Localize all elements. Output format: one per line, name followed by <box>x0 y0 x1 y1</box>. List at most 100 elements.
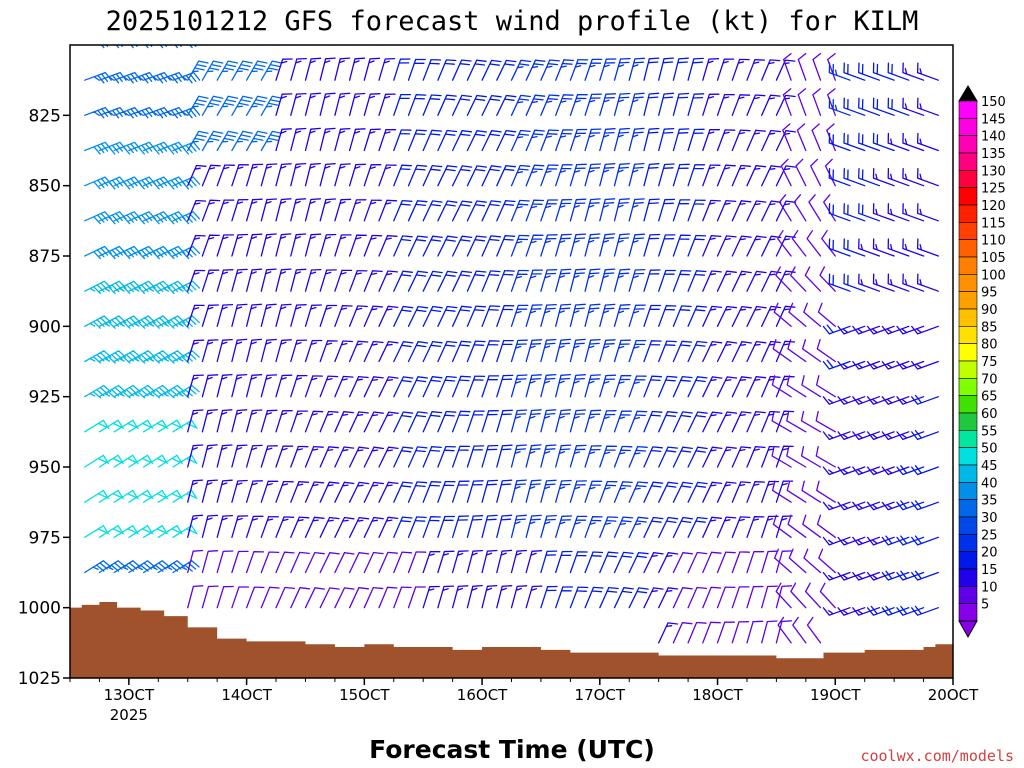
wind-barb <box>275 268 292 292</box>
wind-barb <box>172 71 201 84</box>
wind-barb <box>672 128 690 152</box>
wind-barb <box>702 93 720 116</box>
wind-barb <box>540 94 560 116</box>
wind-barb <box>187 585 204 609</box>
wind-barb <box>788 302 807 327</box>
wind-barb <box>451 130 473 152</box>
wind-barb <box>613 127 631 152</box>
wind-barb <box>437 165 458 187</box>
wind-barb <box>260 374 278 398</box>
wind-barb <box>348 199 367 222</box>
wind-barb <box>731 164 752 187</box>
wind-barb <box>231 95 253 116</box>
wind-barb <box>540 409 557 433</box>
wind-barb <box>702 446 723 468</box>
wind-barb <box>687 93 705 116</box>
wind-barb <box>245 268 263 292</box>
wind-barb <box>540 129 560 152</box>
wind-barb <box>231 479 248 503</box>
wind-barb <box>481 584 498 609</box>
wind-barb <box>584 163 602 187</box>
wind-barb <box>187 514 204 538</box>
wind-barb <box>378 270 398 292</box>
wind-barb <box>540 373 557 398</box>
colorbar-label: 110 <box>981 234 1006 249</box>
wind-barb <box>466 235 487 257</box>
wind-barb <box>731 411 752 433</box>
wind-barb <box>142 489 169 503</box>
colorbar-label: 150 <box>981 95 1006 110</box>
colorbar-segment <box>958 568 978 587</box>
wind-barb <box>113 315 142 329</box>
wind-barb <box>843 97 866 116</box>
wind-barb <box>201 164 221 187</box>
wind-barb <box>510 444 528 468</box>
wind-barb <box>702 305 723 327</box>
wind-barb <box>866 536 895 546</box>
wind-barb <box>290 481 310 503</box>
colorbar-label: 35 <box>981 494 998 509</box>
wind-barb <box>716 305 738 327</box>
wind-barb <box>157 524 184 538</box>
wind-barb <box>584 480 603 503</box>
wind-barb <box>852 571 881 581</box>
wind-barb <box>687 621 707 644</box>
wind-barb <box>716 586 736 609</box>
wind-barb <box>290 162 307 187</box>
wind-barb <box>540 164 559 187</box>
wind-barb <box>290 127 307 152</box>
wind-barb <box>702 411 723 433</box>
wind-barb <box>84 384 112 399</box>
wind-barb <box>466 305 487 327</box>
wind-barb <box>201 479 218 503</box>
y-tick-label: 1025 <box>18 669 61 689</box>
wind-barb <box>334 516 355 538</box>
wind-barb <box>172 454 199 468</box>
wind-barb <box>599 303 616 327</box>
wind-barb <box>334 92 351 116</box>
wind-barb <box>481 305 501 327</box>
wind-barb <box>555 129 574 152</box>
wind-barb <box>128 280 156 295</box>
wind-barb <box>437 375 457 398</box>
y-tick-label: 875 <box>29 247 61 267</box>
wind-barb <box>746 129 766 152</box>
wind-barb <box>407 586 426 609</box>
wind-barb <box>525 164 545 187</box>
wind-barb <box>761 94 781 116</box>
wind-barb <box>525 585 543 609</box>
wind-barb <box>569 233 587 257</box>
colorbar-label: 115 <box>981 216 1006 231</box>
wind-barb <box>363 411 384 433</box>
wind-barb <box>348 375 369 398</box>
wind-barb <box>822 501 851 511</box>
wind-barb <box>826 88 836 116</box>
wind-barb <box>157 315 186 329</box>
wind-barb <box>496 374 514 398</box>
wind-barb <box>872 203 895 222</box>
wind-barb <box>422 270 443 292</box>
colorbar-segment <box>958 326 978 344</box>
wind-barb <box>872 273 895 292</box>
colorbar-segment <box>958 586 978 604</box>
wind-barb <box>613 410 632 433</box>
colorbar-label: 70 <box>981 372 998 387</box>
wind-barb <box>334 552 355 574</box>
wind-barb <box>319 340 338 363</box>
wind-barb <box>852 536 881 546</box>
wind-barb <box>866 360 895 370</box>
wind-barb <box>843 168 866 187</box>
colorbar-label: 55 <box>981 424 998 439</box>
wind-barb <box>422 446 442 468</box>
wind-barb <box>113 350 142 364</box>
wind-barb <box>334 411 354 433</box>
wind-barb <box>319 516 340 538</box>
wind-barb <box>260 303 277 327</box>
wind-barb <box>304 375 323 398</box>
wind-barb <box>128 489 154 503</box>
wind-barb <box>437 410 457 433</box>
wind-barb <box>422 516 441 538</box>
wind-barb <box>201 550 219 574</box>
wind-barb <box>393 586 412 609</box>
wind-barb <box>804 266 822 292</box>
